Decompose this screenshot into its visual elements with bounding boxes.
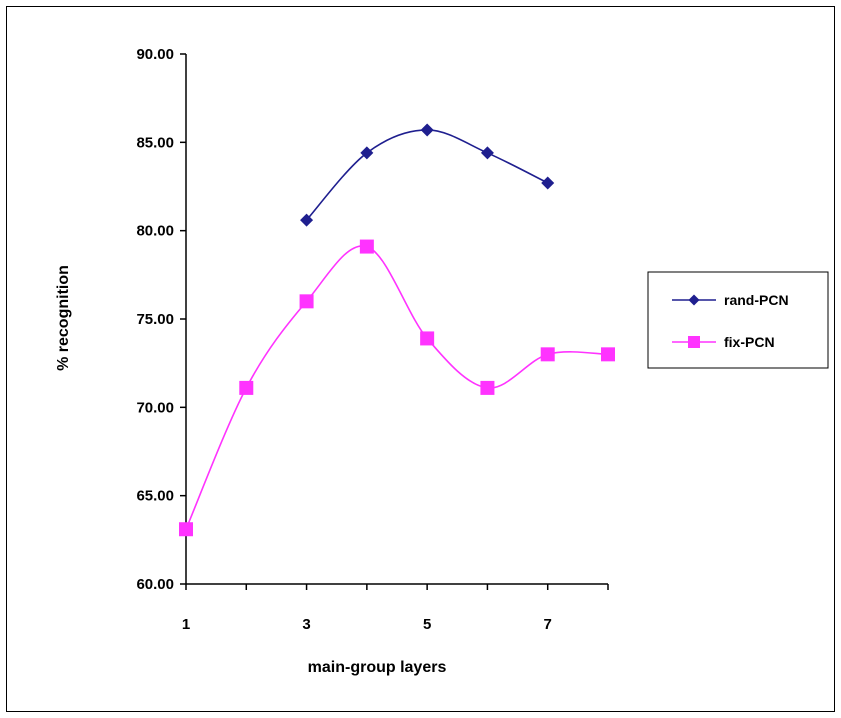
y-tick-label: 85.00 — [136, 134, 174, 151]
data-point — [179, 522, 193, 537]
series-line — [305, 129, 549, 221]
legend-label: fix-PCN — [724, 334, 775, 350]
legend-label: rand-PCN — [724, 292, 789, 308]
y-tick-label: 75.00 — [136, 311, 174, 328]
chart-frame — [6, 6, 835, 712]
data-point — [300, 213, 314, 227]
data-point — [480, 146, 494, 160]
legend-box — [647, 271, 829, 369]
data-point — [601, 347, 615, 362]
series-fix-pcn — [179, 239, 615, 537]
x-tick-label: 1 — [182, 616, 190, 633]
y-tick-label: 70.00 — [136, 399, 174, 416]
data-point — [420, 123, 434, 137]
data-point — [480, 380, 495, 395]
y-axis-title: % recognition — [55, 265, 72, 371]
data-point — [299, 294, 314, 309]
data-point — [239, 380, 254, 395]
x-tick-label: 7 — [544, 616, 552, 633]
data-point — [541, 176, 555, 190]
series-rand-pcn — [300, 123, 555, 227]
x-tick-label: 3 — [302, 616, 310, 633]
y-ticks: 60.00 65.00 70.00 75.00 80.00 85.00 90.00 — [136, 46, 186, 593]
legend-marker — [688, 336, 700, 348]
y-tick-label: 60.00 — [136, 576, 174, 593]
data-point — [420, 331, 435, 346]
data-point — [360, 146, 374, 160]
legend-entry: fix-PCN — [672, 334, 775, 350]
data-point — [540, 347, 555, 362]
y-tick-label: 65.00 — [136, 488, 174, 505]
legend: rand-PCN fix-PCN — [647, 271, 829, 369]
legend-entry: rand-PCN — [672, 292, 789, 308]
x-ticks: 1 3 5 7 — [182, 584, 609, 633]
axes — [185, 54, 608, 585]
x-tick-label: 5 — [423, 616, 431, 633]
series-layer — [179, 123, 615, 537]
data-point — [359, 239, 374, 254]
y-tick-label: 90.00 — [136, 46, 174, 63]
x-axis-title: main-group layers — [308, 659, 447, 676]
legend-marker — [688, 294, 700, 306]
y-tick-label: 80.00 — [136, 223, 174, 240]
